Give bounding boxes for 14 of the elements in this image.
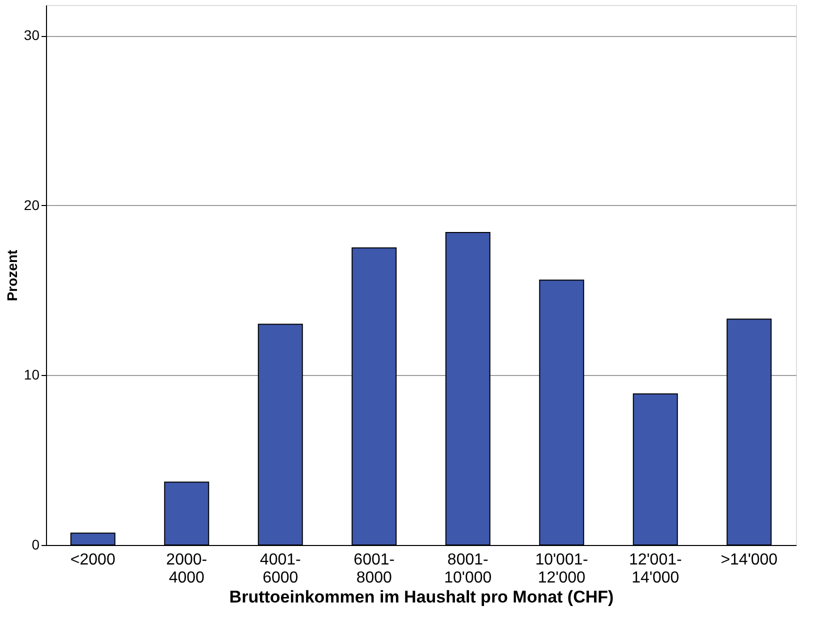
y-tick-label: 20 [24,196,40,213]
y-tick-label: 30 [24,27,40,44]
x-tick-label: 6001- 8000 [354,552,395,586]
x-axis-title: Bruttoeinkommen im Haushalt pro Monat (CHF) [229,588,614,606]
x-tick-label: 12'001- 14'000 [628,552,682,586]
x-tick-label: 8001- 10'000 [444,552,492,586]
x-tick-label: 4001- 6000 [260,552,301,586]
y-tick-label: 10 [24,366,40,383]
x-tick-label: >14'000 [720,552,778,568]
x-tick-label: 2000- 4000 [166,552,208,586]
y-tick-label: 0 [32,536,40,552]
x-tick-label: <2000 [70,552,116,568]
y-axis-title: Prozent [4,249,20,302]
x-tick-label: 10'001- 12'000 [535,552,588,586]
